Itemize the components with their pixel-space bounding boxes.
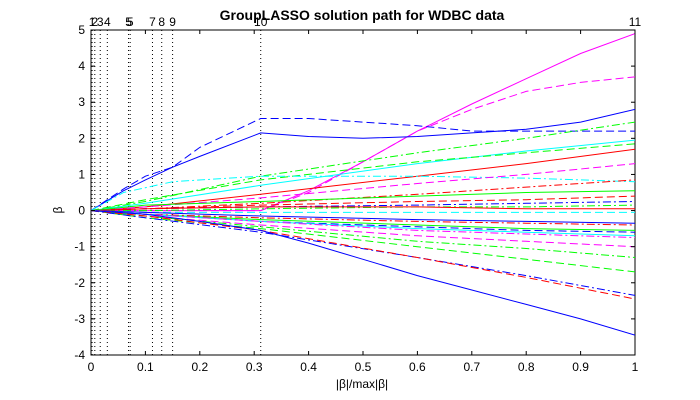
series-line-23 <box>91 210 635 239</box>
y-tick-label: 3 <box>78 95 85 109</box>
y-tick-label: 1 <box>78 167 85 181</box>
group-entry-label: 10 <box>254 15 268 29</box>
axes-layer: 0 0.1 0.2 0.3 0.4 0.5 0.6 0.7 0.8 0.9 1-4-3-2-1012… <box>74 15 641 374</box>
x-tick-label: 0.6 <box>409 360 426 374</box>
series-line-11 <box>91 179 635 212</box>
series-line-6 <box>91 139 635 212</box>
series-line-28 <box>91 210 635 300</box>
group-entry-label: 5 <box>127 15 134 29</box>
group-entry-label: 3 <box>97 15 104 29</box>
group-entry-label: 1 <box>89 15 96 29</box>
x-tick-label: 0.4 <box>300 360 317 374</box>
series-line-4 <box>91 118 635 212</box>
group-entry-label: 7 <box>149 15 156 29</box>
x-tick-label: 0.2 <box>191 360 208 374</box>
y-tick-label: 5 <box>78 23 85 37</box>
series-line-12 <box>91 190 635 212</box>
series-line-1 <box>91 33 635 212</box>
series-line-7 <box>91 143 635 212</box>
x-tick-label: 0.9 <box>572 360 589 374</box>
y-tick-label: -3 <box>74 312 85 326</box>
y-tick-label: 4 <box>78 59 85 73</box>
chart-title: GroupLASSO solution path for WDBC data <box>220 7 505 23</box>
x-axis-label: |β|/max|β| <box>336 377 388 391</box>
series-line-5 <box>91 121 635 212</box>
y-tick-label: -1 <box>74 240 85 254</box>
series-line-14 <box>91 201 635 212</box>
x-tick-label: 0.3 <box>246 360 263 374</box>
y-axis-label: β <box>51 206 65 213</box>
x-tick-label: 1 <box>632 360 639 374</box>
y-tick-label: 0 <box>78 204 85 218</box>
group-entry-label: 8 <box>158 15 165 29</box>
series-line-16 <box>91 206 635 212</box>
x-tick-label: 0.7 <box>463 360 480 374</box>
series-layer <box>91 33 635 336</box>
group-entry-label: 5 <box>125 15 132 29</box>
y-tick-label: -4 <box>74 348 85 362</box>
series-line-25 <box>91 210 635 258</box>
series-line-9 <box>91 175 635 212</box>
y-tick-label: -2 <box>74 276 85 290</box>
series-line-8 <box>91 148 635 212</box>
y-tick-label: 2 <box>78 131 85 145</box>
group-entry-label: 9 <box>169 15 176 29</box>
series-line-18 <box>91 210 635 224</box>
x-tick-label: 0.5 <box>355 360 372 374</box>
series-line-29 <box>91 210 635 336</box>
series-line-26 <box>91 210 635 273</box>
group-entry-label: 11 <box>629 15 642 29</box>
x-tick-label: 0.8 <box>518 360 535 374</box>
x-tick-label: 0 <box>88 360 95 374</box>
series-line-15 <box>91 204 635 212</box>
series-line-3 <box>91 108 635 212</box>
series-line-19 <box>91 210 635 226</box>
x-tick-label: 0.1 <box>137 360 154 374</box>
group-entry-label: 2 <box>91 15 98 29</box>
group-entry-label: 4 <box>104 15 111 29</box>
